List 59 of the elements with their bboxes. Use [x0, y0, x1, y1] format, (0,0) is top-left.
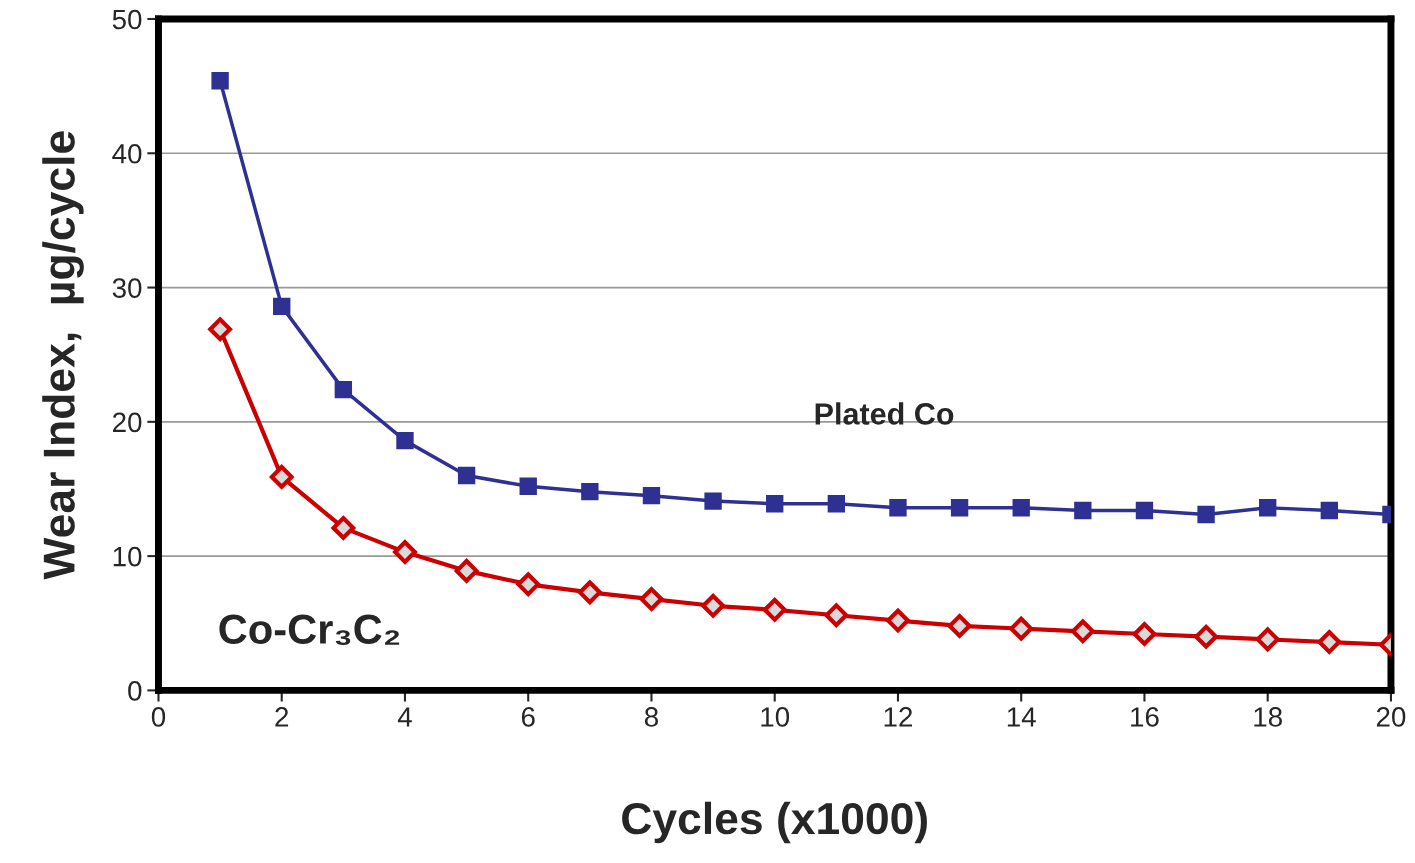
point	[766, 495, 784, 513]
point	[1009, 616, 1034, 641]
point	[701, 593, 725, 618]
x-tick-label: 14	[1007, 707, 1036, 727]
x-tick-label: 0	[151, 707, 166, 727]
point	[208, 317, 233, 342]
point	[577, 580, 602, 605]
y-tick-label: 20	[113, 412, 142, 433]
point	[519, 477, 537, 495]
x-tick-label: 20	[1376, 707, 1406, 727]
point	[1194, 624, 1218, 649]
point	[457, 466, 476, 485]
point	[334, 380, 353, 399]
y-tick-label: 10	[113, 546, 142, 567]
x-tick-label: 4	[397, 707, 412, 727]
x-tick-label: 6	[521, 707, 535, 727]
point	[762, 597, 787, 622]
point	[947, 614, 972, 638]
point	[1074, 501, 1092, 520]
y-axis-title: Wear Index, µg/cycle	[42, 131, 84, 580]
point	[1135, 501, 1154, 520]
point	[889, 499, 907, 517]
point	[269, 464, 294, 489]
y-tick-label: 0	[128, 681, 142, 701]
point	[1255, 627, 1280, 652]
point	[581, 482, 599, 501]
point	[1012, 499, 1030, 517]
point	[396, 431, 414, 450]
x-tick-label: 2	[275, 707, 289, 727]
y-tick-label: 40	[112, 143, 142, 164]
x-tick-label: 10	[761, 707, 790, 727]
point	[1132, 622, 1157, 646]
point	[273, 297, 291, 316]
point	[642, 487, 661, 505]
x-tick-label: 18	[1254, 707, 1282, 727]
point	[704, 492, 722, 510]
point	[516, 572, 541, 597]
point	[1070, 619, 1095, 644]
text: Plated Co	[815, 402, 954, 425]
point	[1317, 630, 1342, 654]
point	[393, 540, 417, 564]
x-tick-label: 8	[644, 707, 658, 727]
point	[639, 587, 664, 611]
x-tick-label: 12	[884, 707, 913, 727]
point	[211, 72, 229, 90]
y-tick-label: 50	[112, 9, 142, 30]
point	[454, 558, 479, 583]
point	[886, 608, 910, 633]
point	[1320, 501, 1338, 520]
series-label: Co-Cr₃C₂	[219, 614, 400, 646]
x-tick-label: 16	[1131, 707, 1159, 727]
point	[1259, 499, 1277, 517]
y-tick-label: 30	[112, 278, 142, 298]
point	[824, 603, 849, 628]
point	[827, 495, 846, 513]
point	[950, 499, 969, 517]
point	[331, 516, 356, 540]
x-axis-title: Cycles (x1000)	[622, 801, 927, 844]
point	[1197, 505, 1215, 524]
